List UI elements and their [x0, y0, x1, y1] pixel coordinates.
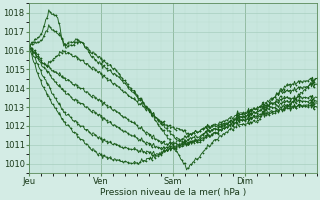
X-axis label: Pression niveau de la mer( hPa ): Pression niveau de la mer( hPa ): [100, 188, 246, 197]
